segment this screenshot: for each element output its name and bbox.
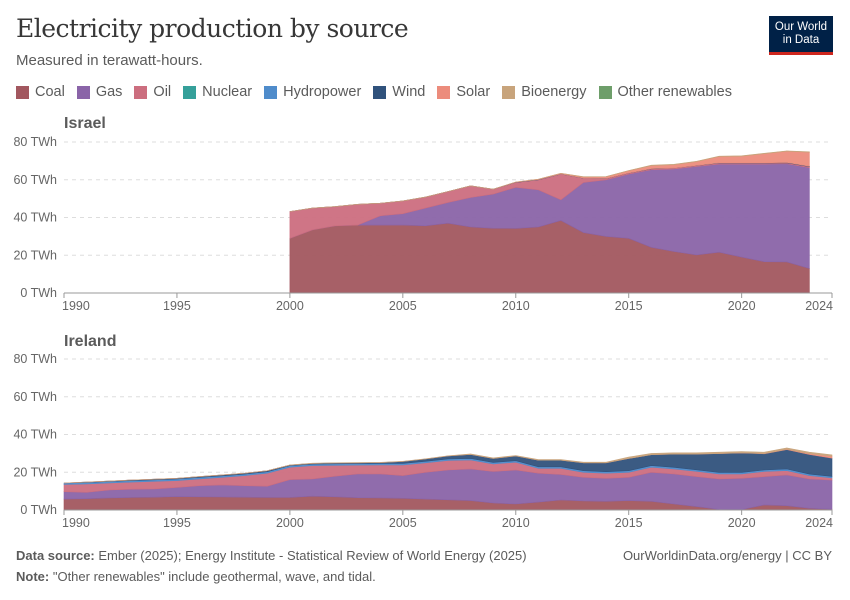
area-bioenergy[interactable] [289, 150, 810, 212]
legend-label: Other renewables [617, 84, 732, 100]
legend-label: Hydropower [283, 84, 362, 100]
x-tick-label: 2010 [502, 299, 530, 313]
area-bioenergy[interactable] [63, 447, 833, 484]
legend-label: Bioenergy [521, 84, 587, 100]
legend: Coal Gas Oil Nuclear Hydropower Wind Sol… [16, 84, 744, 100]
panel-title: Ireland [64, 333, 116, 350]
x-tick-label: 2000 [276, 299, 304, 313]
y-tick-label: 80 TWh [13, 135, 57, 149]
legend-swatch [598, 85, 612, 99]
source-label: Data source: [16, 548, 95, 563]
y-tick-label: 40 TWh [13, 428, 57, 442]
legend-item-solar[interactable]: Solar [437, 84, 490, 100]
x-tick-label: 2024 [805, 516, 833, 530]
note-text: "Other renewables" include geothermal, w… [52, 569, 376, 584]
legend-swatch [373, 85, 387, 99]
y-tick-label: 20 TWh [13, 465, 57, 479]
legend-label: Wind [392, 84, 426, 100]
legend-label: Gas [95, 84, 123, 100]
y-tick-label: 0 TWh [20, 286, 57, 300]
x-tick-label: 2010 [502, 516, 530, 530]
x-tick-label: 2000 [276, 516, 304, 530]
legend-swatch [437, 85, 451, 99]
legend-swatch [134, 85, 148, 99]
panel-israel: Israel 0 TWh 20 TWh 40 TWh 60 TWh 80 TWh 1990 1… [13, 115, 833, 313]
legend-item-coal[interactable]: Coal [16, 84, 65, 100]
legend-item-other-renewables[interactable]: Other renewables [598, 84, 732, 100]
chart-subtitle: Measured in terawatt-hours. [16, 52, 203, 69]
legend-label: Solar [456, 84, 491, 100]
legend-item-wind[interactable]: Wind [373, 84, 425, 100]
legend-item-oil[interactable]: Oil [134, 84, 171, 100]
source-text[interactable]: Ember (2025); Energy Institute - Statist… [98, 548, 527, 563]
legend-label: Coal [35, 84, 65, 100]
x-tick-label: 1990 [62, 516, 90, 530]
panel-ireland: Ireland 0 TWh 20 TWh 40 TWh 60 TWh 80 TWh 1990… [13, 333, 833, 530]
legend-item-hydropower[interactable]: Hydropower [264, 84, 361, 100]
legend-swatch [76, 85, 90, 99]
chart-title: Electricity production by source [16, 14, 409, 43]
y-tick-label: 80 TWh [13, 352, 57, 366]
y-tick-label: 20 TWh [13, 248, 57, 262]
x-tick-label: 1995 [163, 299, 191, 313]
y-tick-label: 0 TWh [20, 503, 57, 517]
panel-title: Israel [64, 115, 106, 132]
x-tick-label: 2020 [728, 516, 756, 530]
note: Note: "Other renewables" include geother… [16, 569, 376, 584]
owid-logo[interactable]: Our World in Data [769, 16, 833, 55]
legend-swatch [264, 85, 278, 99]
legend-item-bioenergy[interactable]: Bioenergy [502, 84, 587, 100]
legend-swatch [183, 85, 197, 99]
legend-item-nuclear[interactable]: Nuclear [183, 84, 252, 100]
data-source: Data source: Ember (2025); Energy Instit… [16, 548, 527, 563]
x-tick-label: 1990 [62, 299, 90, 313]
legend-label: Oil [153, 84, 172, 100]
y-tick-label: 60 TWh [13, 390, 57, 404]
legend-label: Nuclear [202, 84, 253, 100]
x-tick-label: 2024 [805, 299, 833, 313]
note-label: Note: [16, 569, 50, 584]
x-tick-label: 2015 [615, 299, 643, 313]
y-tick-label: 60 TWh [13, 173, 57, 187]
legend-swatch [16, 85, 29, 99]
legend-item-gas[interactable]: Gas [76, 84, 123, 100]
x-tick-label: 2015 [615, 516, 643, 530]
x-tick-label: 2020 [728, 299, 756, 313]
legend-swatch [502, 85, 516, 99]
credit-link[interactable]: OurWorldinData.org/energy | CC BY [622, 548, 832, 563]
y-tick-label: 40 TWh [13, 211, 57, 225]
x-tick-label: 2005 [389, 299, 417, 313]
x-tick-label: 1995 [163, 516, 191, 530]
x-tick-label: 2005 [389, 516, 417, 530]
